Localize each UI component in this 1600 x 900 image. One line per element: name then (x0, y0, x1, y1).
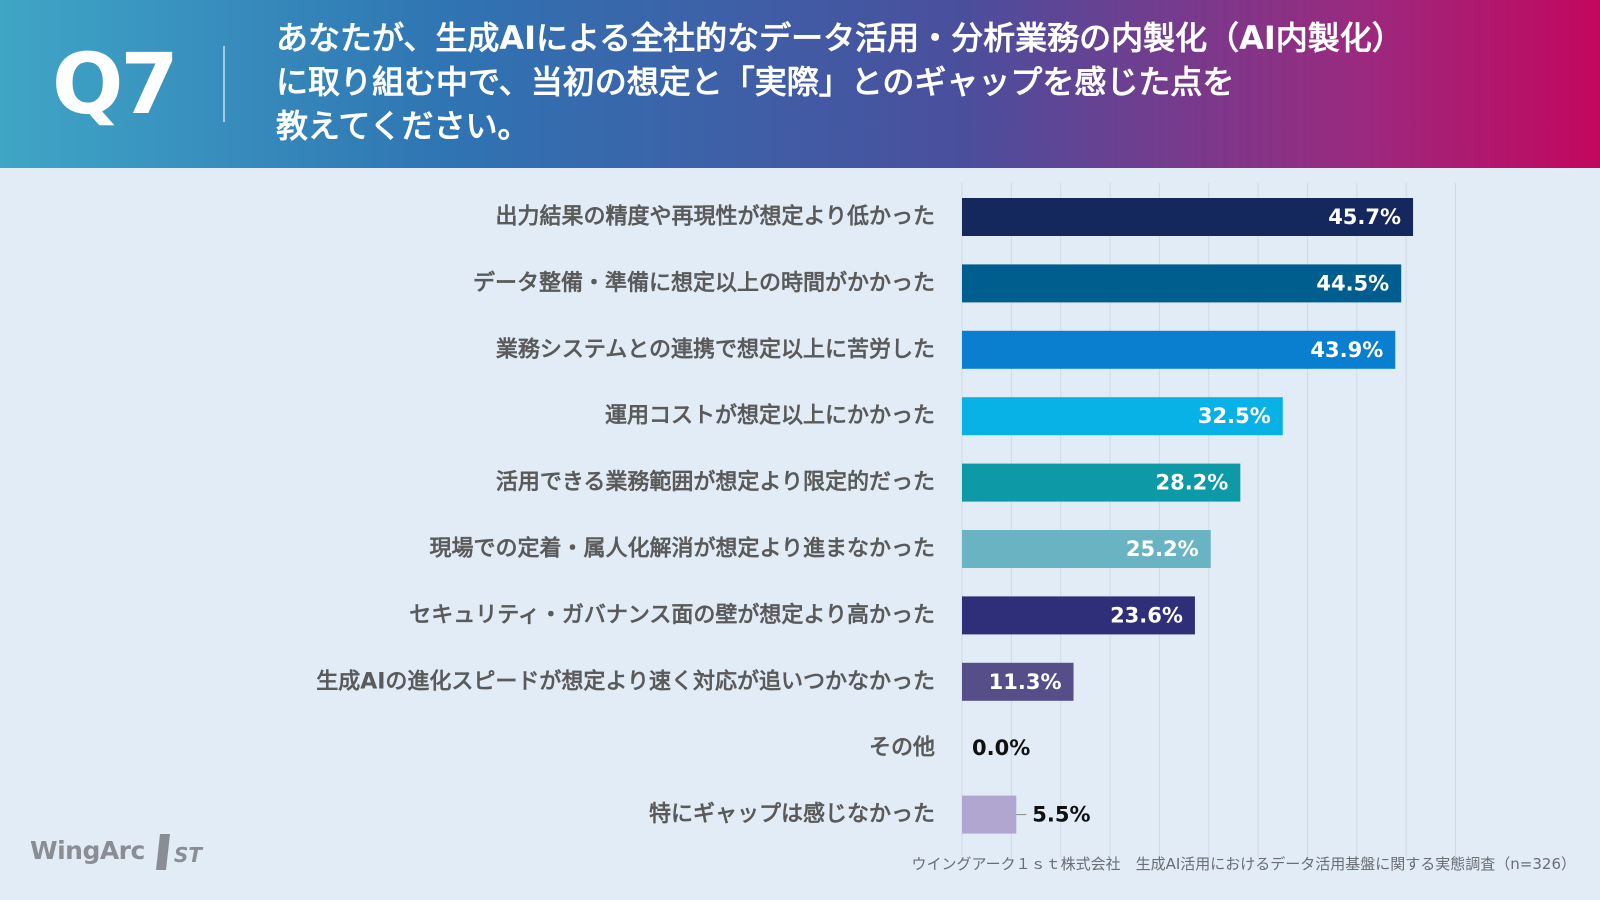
bars-layer (962, 198, 1414, 834)
bar-5 (962, 463, 1241, 502)
logo-text: WingArc (30, 836, 145, 865)
question-line-3: 教えてください。 (276, 107, 530, 145)
question-line-2: に取り組む中で、当初の想定と「実際」とのギャップを感じた点を (276, 63, 1235, 101)
category-label-10: 特にギャップは感じなかった (649, 801, 935, 827)
category-label-7: セキュリティ・ガバナンス面の壁が想定より高かった (409, 602, 935, 628)
category-label-6: 現場での定着・属人化解消が想定より進まなかった (429, 536, 935, 562)
bar-chart: 出力結果の精度や再現性が想定より低かったデータ整備・準備に想定以上の時間がかかっ… (316, 183, 1456, 858)
source-note: ウイングアーク１ｓｔ株式会社 生成AI活用におけるデータ活用基盤に関する実態調査… (911, 855, 1577, 873)
value-label-10: 5.5% (1032, 803, 1090, 827)
value-label-4: 32.5% (1198, 404, 1271, 428)
bar-6 (962, 530, 1211, 568)
header-banner: Q7 あなたが、生成AIによる全社的なデータ活用・分析業務の内製化（AI内製化）… (0, 0, 1600, 168)
bar-10 (962, 795, 1017, 834)
bar-3 (962, 330, 1396, 369)
question-text: あなたが、生成AIによる全社的なデータ活用・分析業務の内製化（AI内製化） に取… (276, 16, 1576, 148)
category-label-9: その他 (869, 736, 935, 761)
value-label-8: 11.3% (989, 670, 1062, 694)
category-label-3: 業務システムとの連携で想定以上に苦労した (496, 336, 935, 362)
question-line-1: あなたが、生成AIによる全社的なデータ活用・分析業務の内製化（AI内製化） (276, 19, 1404, 57)
bar-1 (962, 198, 1414, 236)
value-label-3: 43.9% (1310, 338, 1383, 362)
logo-mark-icon: ST (156, 834, 203, 870)
category-label-1: 出力結果の精度や再現性が想定より低かった (495, 204, 935, 230)
value-label-5: 28.2% (1155, 471, 1228, 495)
value-labels: 45.7% 44.5% 43.9% 32.5% 28.2% 25.2% 23.6% 11.3%… (972, 205, 1401, 827)
category-label-4: 運用コストが想定以上にかかった (605, 403, 935, 429)
bar-7 (962, 596, 1195, 635)
category-label-8: 生成AIの進化スピードが想定より速く対応が追いつかなかった (316, 668, 935, 694)
header-divider (223, 46, 225, 122)
category-label-2: データ整備・準備に想定以上の時間がかかった (473, 270, 935, 296)
value-label-1: 45.7% (1328, 205, 1401, 229)
bar-8 (962, 662, 1074, 701)
category-labels: 出力結果の精度や再現性が想定より低かったデータ整備・準備に想定以上の時間がかかっ… (316, 204, 935, 828)
question-number: Q7 (52, 35, 179, 133)
value-label-7: 23.6% (1110, 603, 1183, 627)
logo-mark-text: ST (174, 843, 203, 867)
bar-4 (962, 397, 1283, 436)
bar-2 (962, 264, 1402, 303)
wingarc-logo: WingArc ST (30, 830, 203, 874)
value-label-6: 25.2% (1126, 537, 1199, 561)
value-label-2: 44.5% (1316, 271, 1389, 295)
category-label-5: 活用できる業務範囲が想定より限定的だった (496, 469, 935, 495)
value-label-9: 0.0% (972, 736, 1030, 760)
